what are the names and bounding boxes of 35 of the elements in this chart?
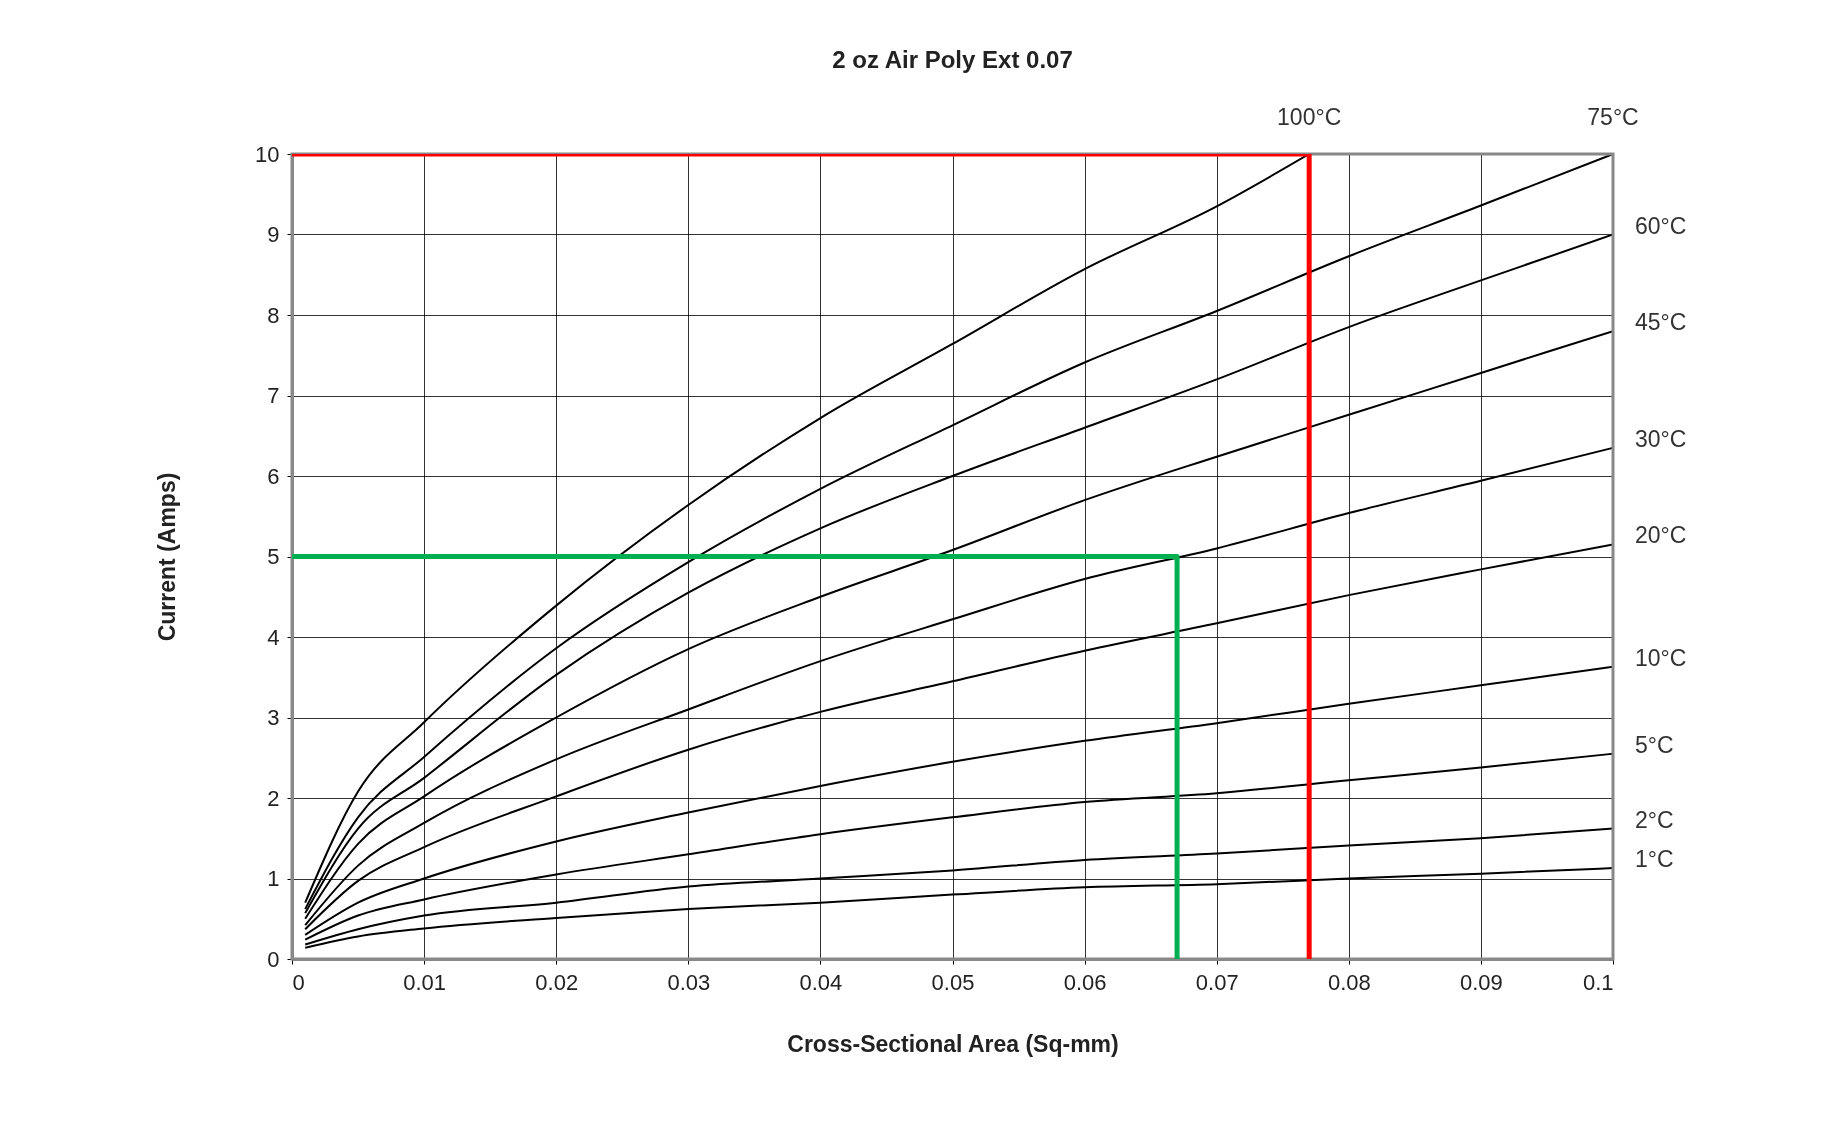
x-tick-label: 0.03: [667, 969, 711, 995]
series-label: 20°C: [1635, 522, 1687, 549]
x-tick-label: 0.05: [931, 969, 975, 995]
series-label: 1°C: [1635, 846, 1674, 873]
x-tick-label: 0.07: [1195, 969, 1239, 995]
series-label: 5°C: [1635, 731, 1674, 758]
y-tick-label: 7: [267, 383, 280, 408]
series-label: 2°C: [1635, 806, 1674, 833]
series-label: 45°C: [1635, 309, 1687, 336]
x-tick-label: 0.02: [535, 969, 579, 995]
series-label: 30°C: [1635, 425, 1687, 452]
y-tick-label: 8: [267, 302, 280, 328]
y-tick-label: 3: [267, 705, 280, 730]
series-label: 10°C: [1635, 644, 1687, 671]
y-tick-label: 0: [267, 946, 280, 972]
x-tick-label: 0.04: [799, 969, 843, 995]
x-tick-label: 0.1: [1582, 969, 1614, 995]
chart-title: 2 oz Air Poly Ext 0.07: [832, 46, 1073, 73]
y-tick-label: 10: [255, 141, 280, 167]
y-tick-label: 1: [267, 866, 280, 891]
y-tick-label: 5: [267, 544, 280, 569]
series-label: 60°C: [1635, 212, 1687, 239]
series-label: 100°C: [1277, 104, 1342, 130]
y-tick-label: 9: [267, 222, 280, 247]
y-tick-label: 2: [267, 785, 280, 811]
x-tick-label: 0.01: [403, 969, 447, 995]
series-label: 75°C: [1587, 104, 1639, 130]
x-tick-label: 0: [292, 969, 305, 995]
x-axis-title: Cross-Sectional Area (Sq-mm): [787, 1030, 1119, 1057]
y-tick-label: 6: [267, 463, 280, 489]
x-tick-label: 0.06: [1063, 969, 1107, 995]
y-tick-label: 4: [267, 624, 280, 650]
x-tick-label: 0.09: [1459, 969, 1503, 995]
y-axis-title: Current (Amps): [154, 472, 181, 642]
x-tick-label: 0.08: [1327, 969, 1371, 995]
